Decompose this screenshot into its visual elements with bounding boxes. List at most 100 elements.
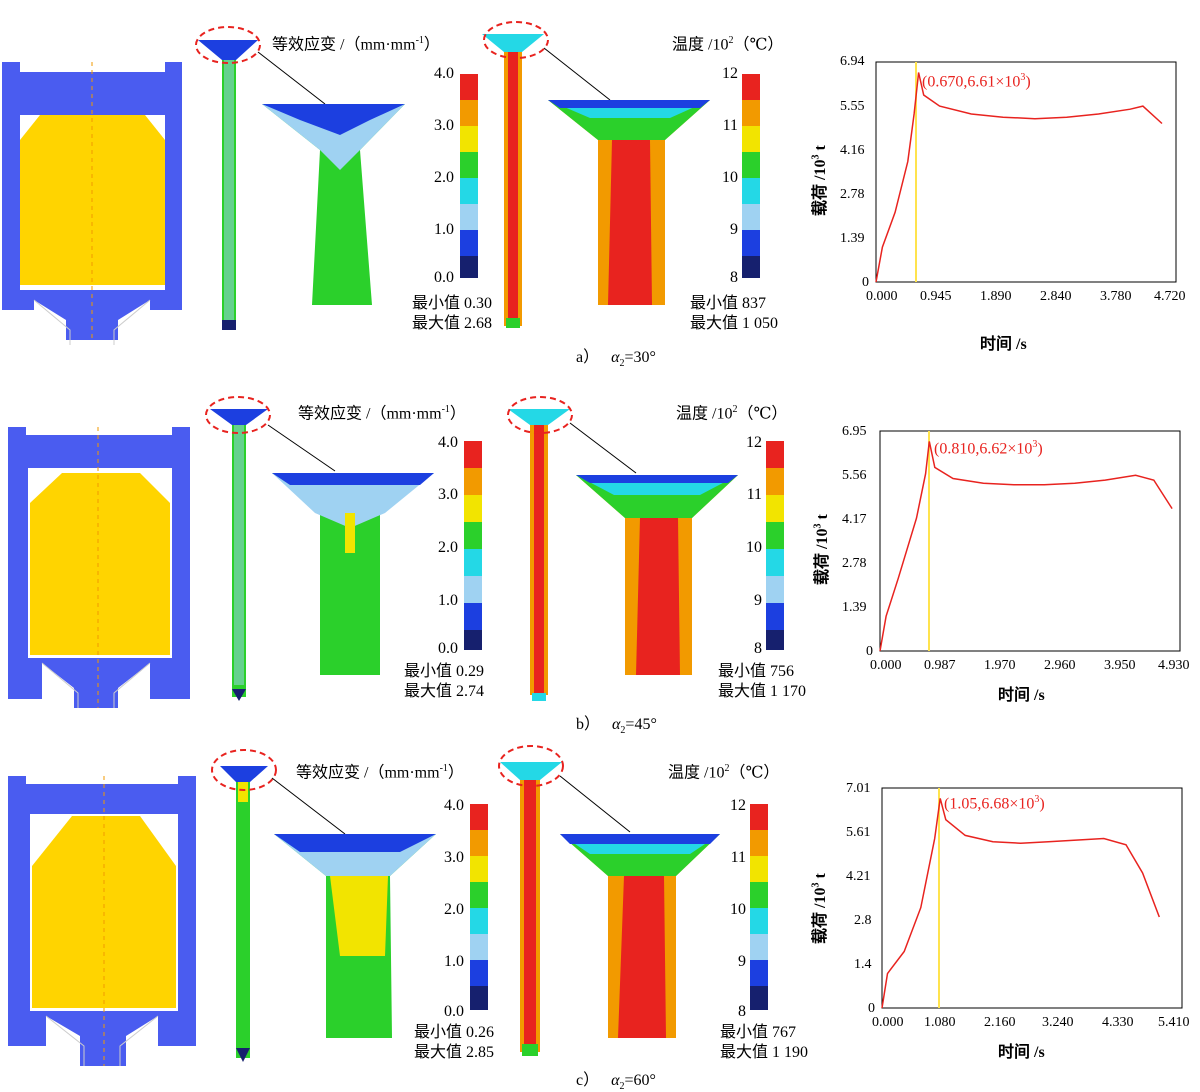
- temp-slender: [482, 34, 544, 328]
- y-tick: 4.16: [840, 143, 865, 158]
- y-tick: 1.39: [840, 231, 865, 246]
- strain-min: 最小值 0.26: [414, 1024, 495, 1041]
- y-axis-label: 载荷 /103 t: [810, 873, 829, 944]
- x-tick: 4.720: [1154, 289, 1186, 304]
- temp-max: 最大值 1 170: [718, 683, 807, 700]
- x-tick: 3.780: [1100, 289, 1132, 304]
- peak-label: (1.05,6.68×103): [944, 794, 1045, 813]
- strain-min: 最小值 0.30: [412, 295, 493, 312]
- temp-tick: 11: [746, 486, 762, 503]
- y-tick: 5.55: [840, 99, 865, 114]
- zoom-arrow-strain: [257, 51, 326, 105]
- die-assembly: [2, 62, 182, 345]
- zoom-circle-strain: [195, 26, 261, 64]
- strain-tick: 0.0: [434, 269, 454, 286]
- x-tick: 3.240: [1042, 1015, 1074, 1030]
- strain-max: 最大值 2.74: [404, 683, 485, 700]
- strain-tick: 4.0: [444, 797, 464, 814]
- panel-a-graphics: [2, 21, 1177, 345]
- y-tick: 5.56: [842, 468, 867, 483]
- zoom-circle-temp: [483, 21, 549, 59]
- x-tick: 2.840: [1040, 289, 1072, 304]
- strain-tick: 2.0: [434, 169, 454, 186]
- peak-label: (0.810,6.62×103): [934, 439, 1043, 458]
- panel-a: 等效应变 /（mm·mm-1） 温度 /102（℃） 4.0 3.0 2.0 1…: [0, 0, 1200, 369]
- panel-b-graphics: [8, 396, 1181, 708]
- temp-tick: 8: [754, 640, 762, 657]
- y-tick: 5.61: [846, 825, 871, 840]
- x-tick: 1.080: [924, 1015, 956, 1030]
- load-curve: [881, 798, 1161, 1009]
- panel-b: 等效应变 /（mm·mm-1） 温度 /102（℃） 4.0 3.0 2.0 1…: [0, 363, 1200, 736]
- temp-tick: 11: [722, 117, 738, 134]
- strain-tick: 2.0: [444, 901, 464, 918]
- temp-tick: 11: [730, 849, 746, 866]
- y-axis-label: 载荷 /103 t: [812, 514, 831, 585]
- strain-title: 等效应变 /（mm·mm-1）: [272, 35, 440, 54]
- temp-tick: 9: [754, 592, 762, 609]
- temp-tick: 10: [730, 901, 746, 918]
- panel-c-graphics: [8, 745, 1183, 1066]
- x-tick: 3.950: [1104, 658, 1136, 673]
- temp-legend: [750, 804, 768, 1010]
- strain-title: 等效应变 /（mm·mm-1）: [296, 763, 464, 782]
- strain-tick: 3.0: [434, 117, 454, 134]
- load-chart-b: [879, 430, 1181, 652]
- x-tick: 1.970: [984, 658, 1016, 673]
- y-tick: 1.4: [854, 957, 872, 972]
- strain-tick: 3.0: [444, 849, 464, 866]
- zoom-arrow-temp: [569, 422, 637, 474]
- temp-tick: 8: [730, 269, 738, 286]
- strain-tick: 4.0: [438, 434, 458, 451]
- x-tick: 1.890: [980, 289, 1012, 304]
- x-axis-label: 时间 /s: [980, 336, 1027, 353]
- caption-c: c） α2=60°: [576, 1072, 656, 1092]
- x-tick: 0.987: [924, 658, 956, 673]
- y-tick: 4.21: [846, 869, 871, 884]
- strain-zoom: [274, 834, 436, 1038]
- strain-title: 等效应变 /（mm·mm-1）: [298, 404, 466, 423]
- strain-zoom: [262, 104, 405, 305]
- billet-shape: [30, 473, 170, 655]
- zoom-circle-strain: [211, 749, 277, 791]
- load-curve: [879, 441, 1173, 652]
- y-tick: 1.39: [842, 600, 867, 615]
- temp-title: 温度 /102（℃）: [668, 763, 780, 782]
- y-tick: 2.78: [842, 556, 867, 571]
- zoom-circle-temp: [498, 745, 564, 787]
- zoom-arrow-temp: [559, 775, 631, 833]
- temp-title: 温度 /102（℃）: [672, 35, 784, 54]
- temp-min: 最小值 767: [720, 1024, 797, 1041]
- y-tick: 6.95: [842, 424, 867, 439]
- temp-min: 最小值 837: [690, 295, 767, 312]
- temp-max: 最大值 1 050: [690, 315, 779, 332]
- caption-b: b） α2=45°: [576, 716, 657, 737]
- zoom-arrow-strain: [267, 424, 336, 472]
- y-tick: 7.01: [846, 781, 871, 796]
- peak-label: (0.670,6.61×103): [922, 72, 1031, 91]
- y-tick: 0: [868, 1001, 875, 1016]
- y-tick: 6.94: [840, 54, 865, 69]
- y-tick: 4.17: [842, 512, 867, 527]
- strain-tick: 1.0: [434, 221, 454, 238]
- x-axis-label: 时间 /s: [998, 1044, 1045, 1061]
- load-curve: [875, 72, 1163, 283]
- temp-tick: 10: [722, 169, 738, 186]
- temp-tick: 12: [722, 65, 738, 82]
- strain-slender: [210, 409, 268, 701]
- x-tick: 0.000: [872, 1015, 904, 1030]
- y-tick: 2.78: [840, 187, 865, 202]
- y-axis-label: 载荷 /103 t: [810, 145, 829, 216]
- strain-min: 最小值 0.29: [404, 663, 485, 680]
- strain-max: 最大值 2.68: [412, 315, 493, 332]
- load-chart-a: [875, 61, 1177, 283]
- x-tick: 0.000: [866, 289, 898, 304]
- x-tick: 5.410: [1158, 1015, 1190, 1030]
- temp-tick: 12: [730, 797, 746, 814]
- strain-tick: 3.0: [438, 486, 458, 503]
- temp-title: 温度 /102（℃）: [676, 404, 788, 423]
- x-axis-label: 时间 /s: [998, 687, 1045, 704]
- strain-legend: [460, 74, 478, 278]
- temp-min: 最小值 756: [718, 663, 795, 680]
- strain-legend: [470, 804, 488, 1010]
